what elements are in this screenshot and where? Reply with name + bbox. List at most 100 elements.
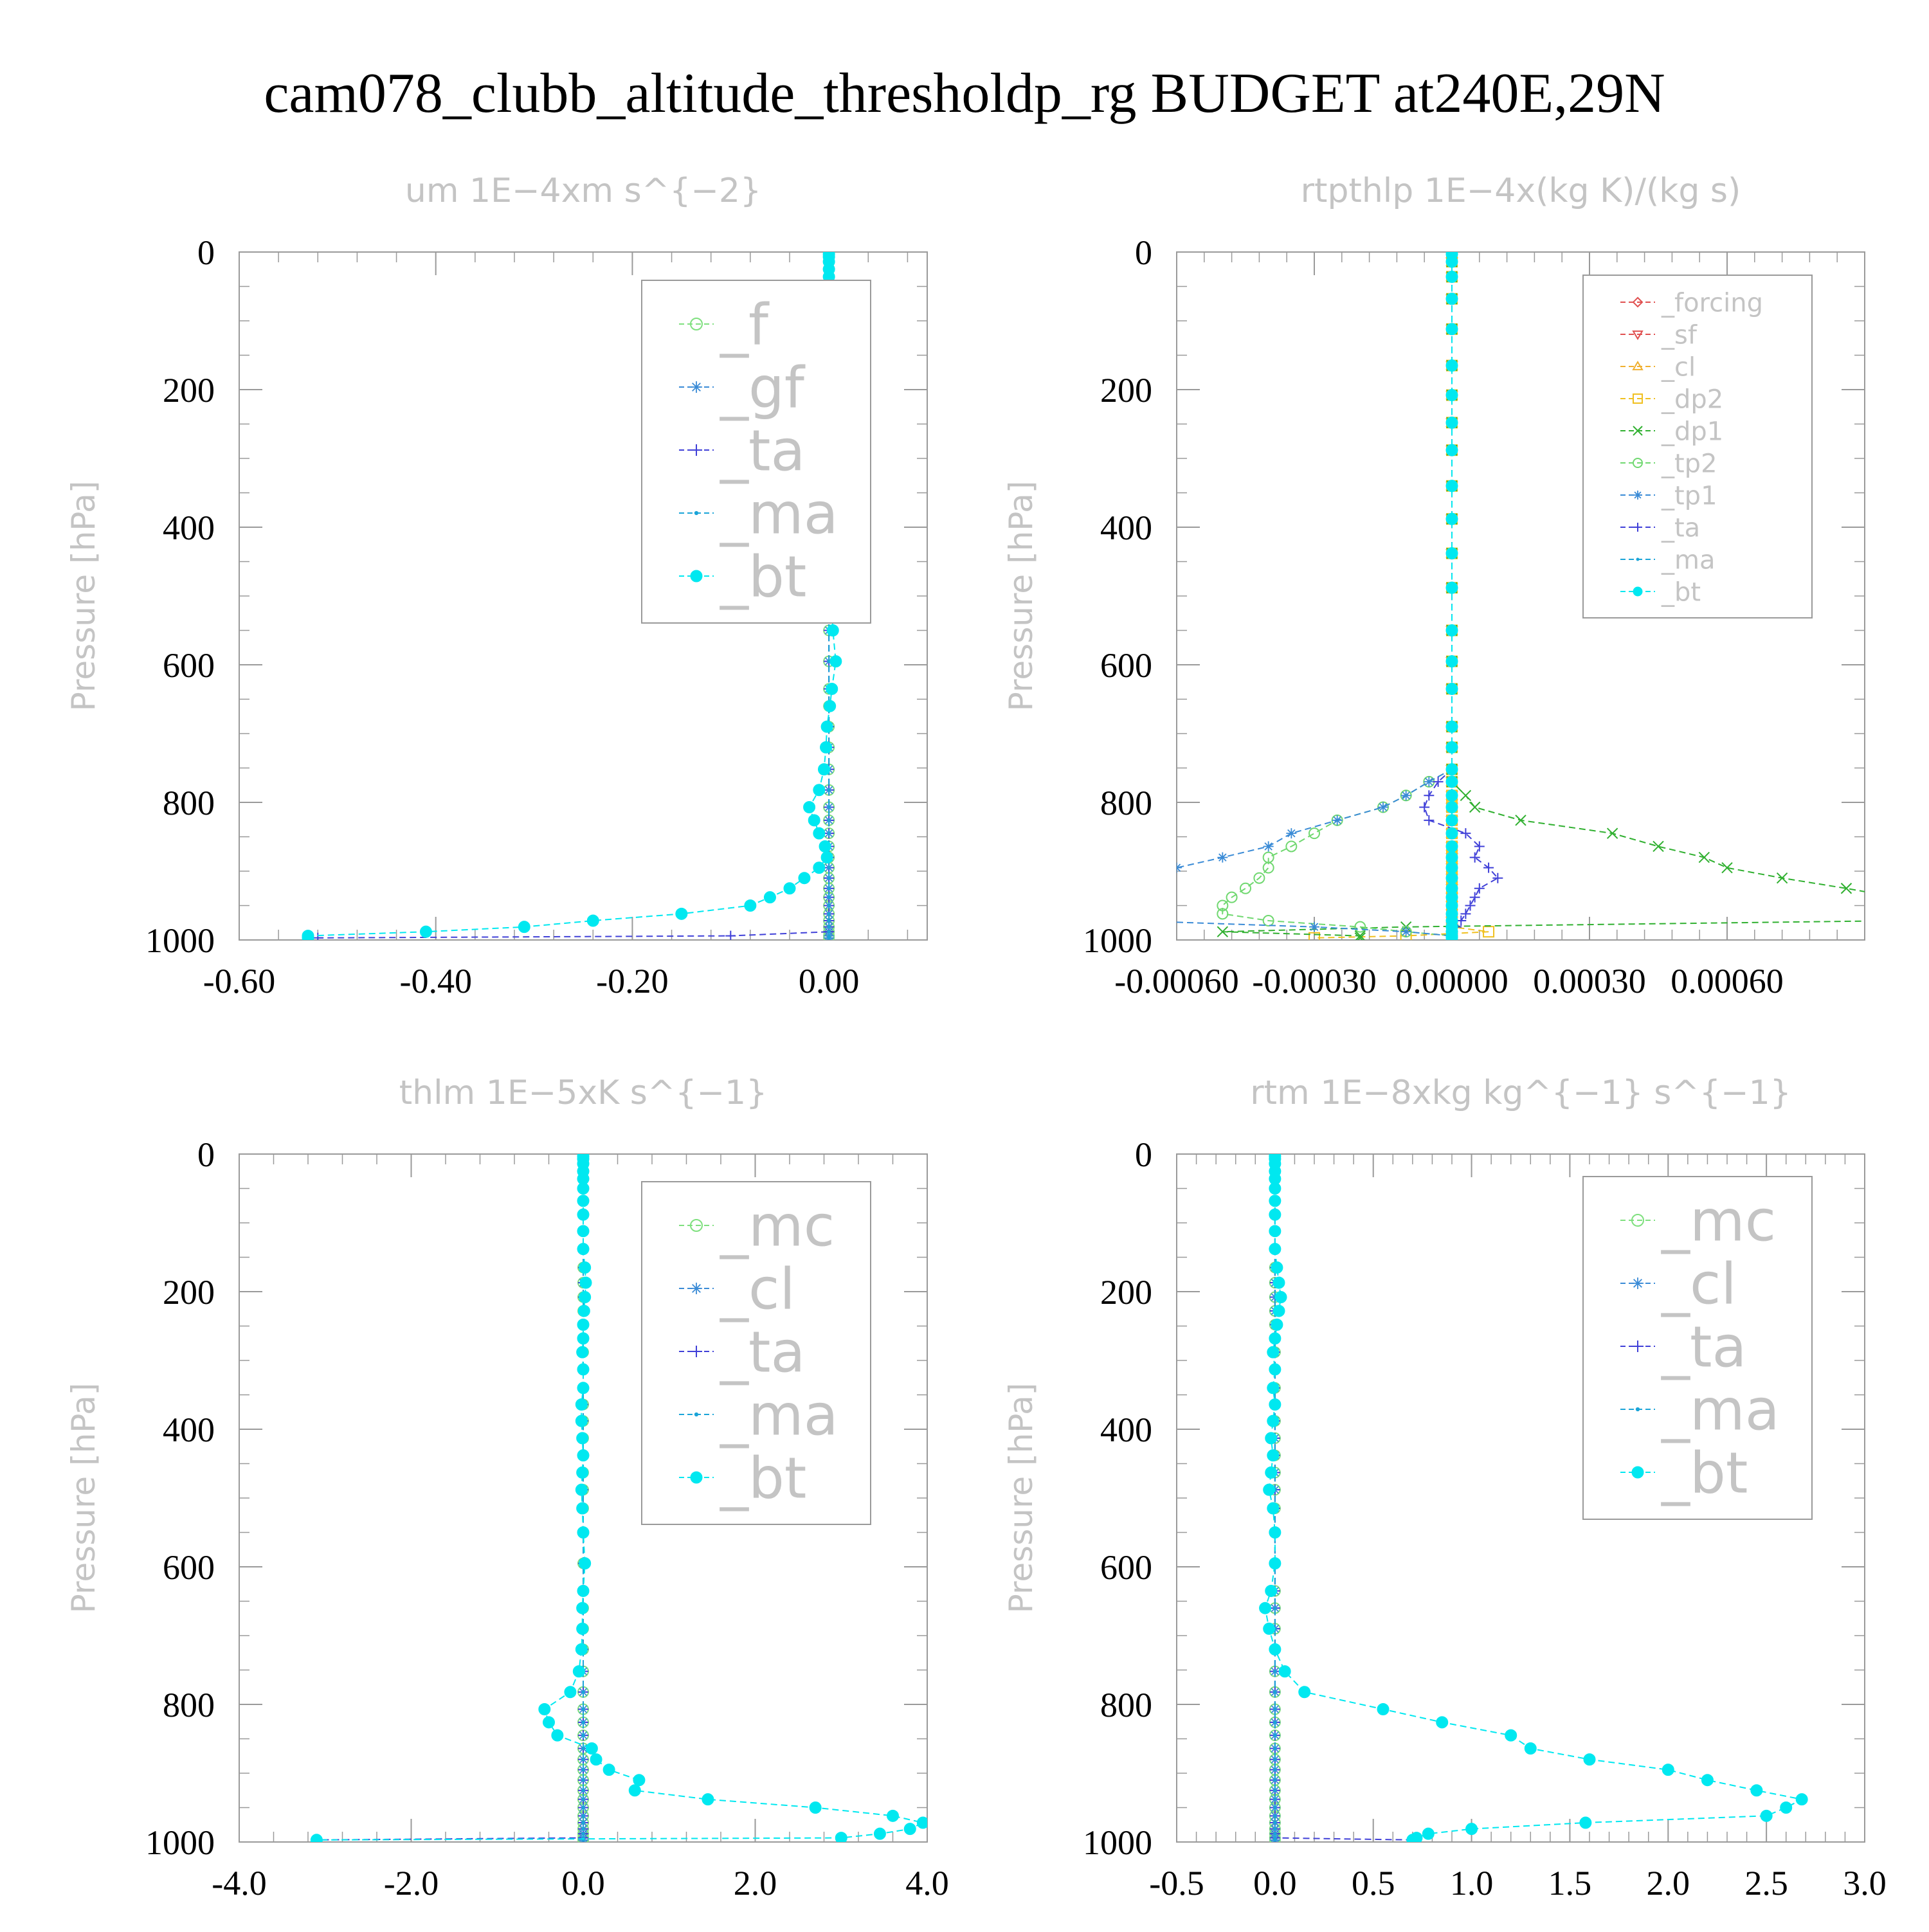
series-bt-point xyxy=(577,1243,590,1256)
series-bt-point xyxy=(1445,862,1458,874)
series-bt-point xyxy=(744,899,757,912)
series-bt-point xyxy=(903,1823,916,1836)
y-tick-label: 600 xyxy=(1100,646,1152,685)
series-dp1-point xyxy=(1892,916,1902,926)
series-bt-point xyxy=(1445,763,1458,776)
series-bt-point xyxy=(1406,1834,1419,1842)
legend-marker xyxy=(1631,1466,1644,1479)
series-dp2 xyxy=(1309,252,1495,940)
legend-marker xyxy=(691,1346,702,1357)
series-ma-point xyxy=(581,1690,585,1694)
series-ma-point xyxy=(827,919,831,923)
y-tick-label: 400 xyxy=(163,509,215,547)
series-bt-point xyxy=(813,862,826,874)
series-bt-point xyxy=(579,1557,592,1570)
series-ma-point xyxy=(581,1733,585,1737)
series-bt-point xyxy=(798,872,811,885)
series-ma-point xyxy=(1273,1821,1277,1825)
series-bt-point xyxy=(763,891,776,904)
series-bt-point xyxy=(575,1483,588,1496)
series-tp2-point xyxy=(1217,899,1229,912)
series-dp1-line xyxy=(1222,254,1865,938)
legend-entry: _bt xyxy=(1620,1440,1748,1506)
series-bt-point xyxy=(818,763,830,776)
series-tp2-point xyxy=(1285,840,1298,853)
legend-box xyxy=(1582,1176,1813,1520)
y-tick-label: 1000 xyxy=(1083,1823,1152,1862)
series-bt-point xyxy=(576,1602,589,1614)
legend-box xyxy=(641,280,871,624)
series-bt-point xyxy=(577,1305,590,1317)
legend-label: _dp1 xyxy=(1661,417,1723,446)
series-ma-point xyxy=(827,805,831,809)
legend-label: _ma xyxy=(720,1382,838,1449)
series-bt-point xyxy=(1272,1305,1285,1317)
legend-entry: _dp1 xyxy=(1620,417,1723,446)
series-ma-point xyxy=(581,1778,585,1782)
series-ta-point xyxy=(1492,872,1503,883)
series-ta-point xyxy=(1465,900,1476,911)
legend-marker xyxy=(1633,523,1642,532)
legend-marker xyxy=(690,570,703,582)
panel-title: thlm 1E−5xK s^{−1} xyxy=(399,1074,767,1112)
legend-label: _bt xyxy=(1661,577,1701,607)
series-bt-point xyxy=(1265,1432,1278,1445)
legend-entry: _bt xyxy=(679,1445,806,1512)
series-ta-point xyxy=(1474,841,1485,852)
panel-title: rtm 1E−8xkg kg^{−1} s^{−1} xyxy=(1250,1074,1791,1112)
series-bt-point xyxy=(873,1827,886,1840)
y-tick-label: 0 xyxy=(1135,233,1152,272)
series-bt-point xyxy=(1271,1261,1283,1274)
series-bt-point xyxy=(1701,1774,1714,1787)
series-tp2-line xyxy=(1222,254,1453,938)
series-ma-point xyxy=(1273,1797,1277,1801)
series-bt-point xyxy=(1445,624,1458,636)
series-ma-point xyxy=(1273,1733,1277,1737)
legend-box xyxy=(641,1181,871,1525)
figure-title: cam078_clubb_altitude_thresholdp_rg BUDG… xyxy=(264,62,1665,125)
series-tp2-point xyxy=(1262,915,1274,927)
series-bt-point xyxy=(1377,1702,1390,1715)
x-tick-label: 0.5 xyxy=(1352,1864,1395,1902)
series-bt-point xyxy=(1465,1823,1478,1836)
legend-entry: _ta xyxy=(1620,513,1700,543)
series-ma-point xyxy=(827,930,831,934)
series-bt-point xyxy=(602,1764,615,1776)
series-bt-point xyxy=(1269,1643,1281,1656)
series-tp2-point xyxy=(1253,872,1265,884)
legend-entry: _gf xyxy=(679,355,806,421)
series-bt-point xyxy=(579,1261,592,1274)
series-tp1-point xyxy=(1378,802,1388,813)
panel-title: um 1E−4xm s^{−2} xyxy=(405,172,761,210)
series-bt-point xyxy=(1445,359,1458,372)
series-bt-point xyxy=(518,921,530,934)
series-bt-point xyxy=(1269,1398,1281,1411)
legend-entry: _ma xyxy=(679,1382,838,1449)
series-dp1-point xyxy=(1515,815,1526,826)
series-bt-point xyxy=(576,1466,589,1479)
series-tp1-point xyxy=(1286,828,1297,839)
y-tick-label: 200 xyxy=(1100,1273,1152,1312)
series-bt-point xyxy=(576,1622,589,1635)
series-bt-point xyxy=(1445,789,1458,802)
legend-marker xyxy=(1633,586,1643,597)
legend-entry: _cl xyxy=(1620,352,1696,382)
series-bt-point xyxy=(1445,800,1458,813)
series-bt-point xyxy=(819,840,831,853)
series-tp1-point xyxy=(1217,852,1228,863)
series-ma-point xyxy=(581,1767,585,1772)
y-tick-label: 0 xyxy=(197,1135,215,1174)
series-ma-point xyxy=(581,1707,585,1711)
series-dp1 xyxy=(1217,252,1902,940)
series-bt-point xyxy=(576,1432,589,1445)
series-tp1-point xyxy=(1126,873,1136,883)
legend-marker xyxy=(691,381,702,393)
series-bt-point xyxy=(820,720,833,733)
series-dp1-point xyxy=(1698,851,1710,863)
series-bt-point xyxy=(585,1742,598,1755)
series-bt-point xyxy=(1445,323,1458,336)
legend-label: _gf xyxy=(720,355,806,421)
series-bt-point xyxy=(916,1816,927,1829)
series-bt-point xyxy=(808,814,820,827)
y-tick-label: 800 xyxy=(1100,784,1152,822)
